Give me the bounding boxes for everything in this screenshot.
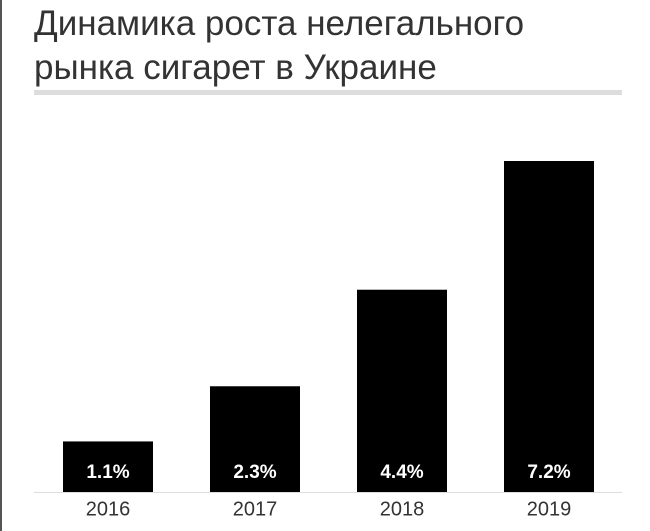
- bar: [504, 161, 594, 492]
- x-tick-label: 2019: [527, 498, 572, 520]
- value-label: 7.2%: [527, 462, 570, 483]
- bar: [357, 289, 447, 492]
- title-rule: [34, 90, 622, 95]
- x-tick-label: 2018: [380, 498, 425, 520]
- bar: [63, 441, 153, 492]
- value-label: 1.1%: [86, 462, 129, 483]
- bar: [210, 386, 300, 492]
- chart-title: Динамика роста нелегального рынка сигаре…: [34, 4, 525, 87]
- x-tick-label: 2016: [86, 498, 131, 520]
- x-tick-label: 2017: [233, 498, 278, 520]
- value-label: 4.4%: [380, 462, 423, 483]
- value-label: 2.3%: [233, 462, 276, 483]
